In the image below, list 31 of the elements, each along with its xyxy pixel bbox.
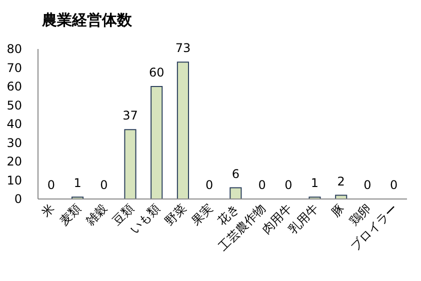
y-tick-label: 80 bbox=[6, 42, 22, 56]
data-label: 0 bbox=[258, 178, 266, 192]
x-tick-label: 豆類 bbox=[110, 201, 136, 228]
x-tick-label: 麦類 bbox=[56, 201, 84, 228]
x-tick-label: 果実 bbox=[188, 201, 216, 228]
data-label: 6 bbox=[232, 166, 240, 181]
chart-title: 農業経営体数 bbox=[41, 11, 133, 29]
y-tick-label: 10 bbox=[6, 173, 22, 188]
y-tick-label: 20 bbox=[6, 154, 22, 168]
data-label: 73 bbox=[175, 41, 191, 56]
y-tick-label: 50 bbox=[6, 98, 22, 112]
data-label: 2 bbox=[337, 174, 345, 188]
data-label: 0 bbox=[284, 178, 292, 192]
data-label: 0 bbox=[100, 178, 108, 192]
y-tick-label: 70 bbox=[6, 60, 22, 75]
x-tick-label: 豚 bbox=[328, 201, 348, 220]
y-tick-label: 0 bbox=[14, 192, 22, 206]
y-tick-label: 30 bbox=[6, 136, 22, 150]
data-label: 60 bbox=[148, 66, 164, 80]
x-tick-label: 野菜 bbox=[162, 201, 190, 228]
y-tick-label: 40 bbox=[6, 117, 22, 131]
data-label: 37 bbox=[122, 108, 138, 123]
data-label: 0 bbox=[390, 178, 398, 192]
data-label: 0 bbox=[206, 178, 214, 192]
x-tick-label: 米 bbox=[38, 201, 58, 220]
data-label: 1 bbox=[74, 176, 82, 190]
data-label: 0 bbox=[47, 178, 55, 192]
x-tick-label: 雑穀 bbox=[83, 201, 110, 228]
data-label: 0 bbox=[364, 178, 372, 192]
data-label: 1 bbox=[310, 176, 319, 190]
y-tick-label: 60 bbox=[6, 80, 22, 94]
